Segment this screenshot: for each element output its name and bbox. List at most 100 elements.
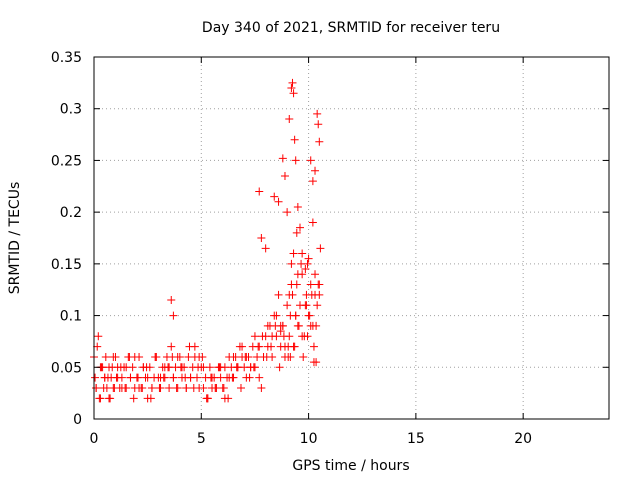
data-point <box>315 137 324 146</box>
data-point <box>298 332 307 341</box>
data-points <box>90 78 325 403</box>
data-point <box>285 115 294 124</box>
data-point <box>275 363 284 372</box>
data-point <box>313 109 322 118</box>
data-point <box>276 327 285 336</box>
data-point <box>130 352 139 361</box>
data-point <box>288 78 297 87</box>
data-point <box>255 373 264 382</box>
data-point <box>186 373 195 382</box>
data-point <box>195 383 204 392</box>
data-point <box>169 311 178 320</box>
data-point <box>302 301 311 310</box>
data-point <box>238 342 247 351</box>
data-point <box>242 352 251 361</box>
data-point <box>296 223 304 232</box>
data-point <box>278 321 287 330</box>
data-point <box>185 342 194 351</box>
x-tick-labels: 0 5 10 15 20 <box>90 431 533 447</box>
data-point <box>182 383 191 392</box>
data-point <box>306 156 315 165</box>
data-point <box>313 301 322 310</box>
data-point <box>274 197 283 206</box>
data-point <box>293 270 302 279</box>
data-point <box>133 373 142 382</box>
data-point <box>169 373 178 382</box>
y-tick-label: 0.05 <box>51 360 82 376</box>
data-point <box>250 332 259 341</box>
data-point <box>113 373 122 382</box>
chart-title: Day 340 of 2021, SRMTID for receiver ter… <box>202 20 500 36</box>
data-point <box>95 394 104 403</box>
data-point <box>101 352 110 361</box>
data-point <box>261 244 270 253</box>
data-point <box>270 192 279 201</box>
data-point <box>208 373 217 382</box>
data-point <box>294 321 303 330</box>
data-point <box>311 270 320 279</box>
data-point <box>139 363 148 372</box>
data-point <box>314 120 323 129</box>
x-axis-label: GPS time / hours <box>292 458 409 474</box>
y-tick-label: 0.1 <box>60 309 82 325</box>
data-point <box>258 332 267 341</box>
plot-frame <box>93 56 610 420</box>
data-point <box>160 363 169 372</box>
data-point <box>284 342 293 351</box>
y-tick-labels: 0 0.05 0.1 0.15 0.2 0.25 0.3 0.35 <box>51 50 82 428</box>
data-point <box>212 383 221 392</box>
data-point <box>255 187 264 196</box>
data-point <box>259 352 268 361</box>
data-point <box>91 373 100 382</box>
data-point <box>305 311 314 320</box>
data-point <box>291 311 300 320</box>
data-point <box>283 208 292 217</box>
data-point <box>233 363 242 372</box>
y-tick-label: 0.25 <box>51 153 82 169</box>
data-point <box>316 244 325 253</box>
data-point <box>203 394 212 403</box>
data-point <box>298 249 307 258</box>
data-point <box>146 394 155 403</box>
y-tick-label: 0.35 <box>51 50 82 66</box>
data-point <box>167 296 176 305</box>
data-point <box>110 383 119 392</box>
data-point <box>152 352 161 361</box>
data-point <box>190 352 199 361</box>
data-point <box>109 352 118 361</box>
data-point <box>292 228 301 237</box>
data-point <box>100 373 109 382</box>
data-point <box>315 280 324 289</box>
data-point <box>286 352 295 361</box>
data-point <box>92 383 101 392</box>
data-point <box>285 290 294 299</box>
data-point <box>283 301 292 310</box>
data-point <box>99 383 108 392</box>
data-point <box>177 363 186 372</box>
y-axis-label: SRMTID / TECUs <box>7 182 23 295</box>
data-point <box>143 373 152 382</box>
data-point <box>117 383 126 392</box>
data-point <box>216 363 225 372</box>
data-point <box>225 373 234 382</box>
data-point <box>246 363 255 372</box>
data-point <box>263 321 272 330</box>
data-point <box>311 290 320 299</box>
data-point <box>267 342 276 351</box>
data-point <box>105 394 114 403</box>
data-point <box>156 373 165 382</box>
data-point <box>245 373 254 382</box>
data-point <box>172 383 181 392</box>
data-point <box>293 202 302 211</box>
data-point <box>289 89 298 98</box>
x-tick-label: 5 <box>197 431 206 447</box>
data-point <box>129 394 138 403</box>
y-tick-label: 0.2 <box>60 205 82 221</box>
data-point <box>308 177 317 186</box>
data-point <box>311 166 320 175</box>
grid-lines <box>94 57 609 419</box>
data-point <box>229 352 238 361</box>
data-point <box>278 154 287 163</box>
x-tick-label: 20 <box>514 431 532 447</box>
